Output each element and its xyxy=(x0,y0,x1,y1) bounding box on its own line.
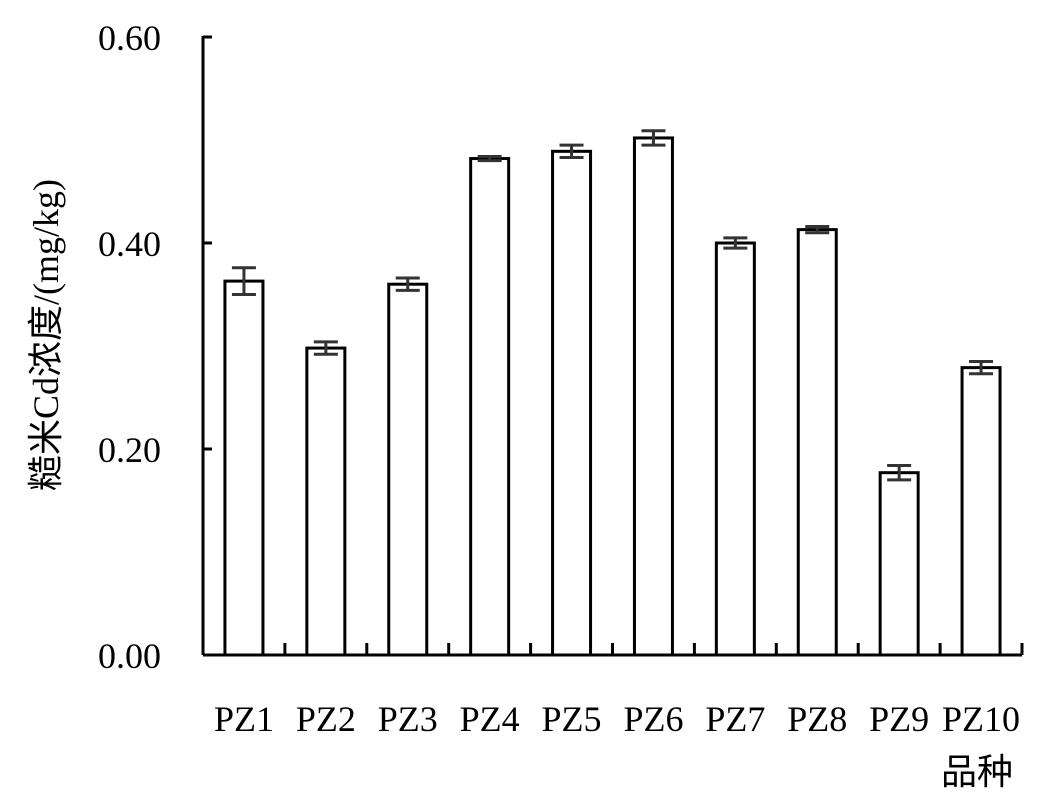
bar-pz6 xyxy=(632,136,674,657)
y-tick-label: 0.00 xyxy=(98,636,161,676)
x-tick-label-pz7: PZ7 xyxy=(705,699,765,739)
error-bar-pz2 xyxy=(313,340,338,356)
x-tick-label-pz5: PZ5 xyxy=(542,699,602,739)
x-tick-label-pz4: PZ4 xyxy=(460,699,520,739)
x-tick-label-pz3: PZ3 xyxy=(378,699,438,739)
x-tick-label-pz8: PZ8 xyxy=(787,699,847,739)
x-axis-title: 品种 xyxy=(941,752,1013,792)
error-bar-pz5 xyxy=(559,143,584,160)
bars-layer xyxy=(223,136,1002,657)
bar-pz7 xyxy=(714,241,756,657)
error-bar-pz3 xyxy=(395,276,420,292)
bar-pz2 xyxy=(305,346,347,657)
bar-pz10 xyxy=(960,366,1002,657)
labels-layer: 0.00 0.20 0.40 0.60 PZ1 PZ2 PZ3 PZ4 PZ5 PZ6 PZ7 PZ8… xyxy=(98,18,1020,739)
ticks-layer xyxy=(203,35,1024,657)
bar-pz9 xyxy=(878,471,920,657)
y-tick-label: 0.60 xyxy=(98,18,161,58)
error-bar-pz8 xyxy=(805,225,830,235)
bar-pz5 xyxy=(551,149,593,657)
error-bar-pz7 xyxy=(723,236,748,250)
error-bar-pz9 xyxy=(887,463,912,482)
y-axis-title: 糙米Cd浓度/(mg/kg) xyxy=(26,179,66,491)
bar-pz4 xyxy=(469,157,511,657)
x-tick-label-pz1: PZ1 xyxy=(214,699,274,739)
bar-pz3 xyxy=(387,282,429,657)
y-tick-label: 0.40 xyxy=(98,224,161,264)
error-bar-pz6 xyxy=(641,129,666,147)
error-bar-pz10 xyxy=(969,359,994,376)
x-tick-label-pz9: PZ9 xyxy=(869,699,929,739)
x-tick-label-pz6: PZ6 xyxy=(623,699,683,739)
error-bars-layer xyxy=(231,129,994,482)
bar-pz1 xyxy=(223,279,265,657)
error-bar-pz4 xyxy=(477,154,502,163)
error-bar-pz1 xyxy=(231,266,256,296)
bar-pz8 xyxy=(796,228,838,657)
x-tick-label-pz2: PZ2 xyxy=(296,699,356,739)
y-tick-label: 0.20 xyxy=(98,430,161,470)
x-tick-label-pz10: PZ10 xyxy=(942,699,1020,739)
